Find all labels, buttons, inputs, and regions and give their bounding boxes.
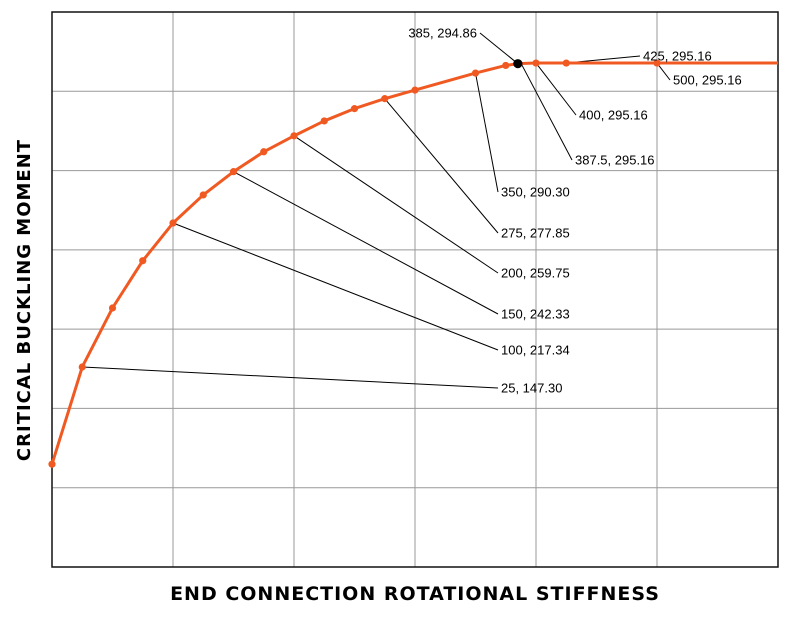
annotation-label: 400, 295.16 xyxy=(579,108,648,123)
annotation-leader-line xyxy=(82,366,499,389)
data-point xyxy=(78,363,86,371)
annotation-leader-line xyxy=(475,72,499,193)
annotation-leader-line xyxy=(520,62,573,161)
data-point xyxy=(199,191,207,199)
data-point xyxy=(562,59,570,67)
annotation-leaders xyxy=(82,32,671,389)
annotation-leader-line xyxy=(293,135,499,274)
data-point xyxy=(169,219,177,227)
annotation-leader-line xyxy=(384,98,499,234)
annotation-leader-line xyxy=(172,222,499,351)
annotation-leader-line xyxy=(479,32,519,65)
annotation-label: 500, 295.16 xyxy=(673,73,742,88)
data-point xyxy=(350,105,359,113)
annotation-leader-line xyxy=(233,171,499,315)
annotation-labels: 385, 294.86 425, 295.16 500, 295.16 400, 29… xyxy=(408,26,741,396)
plot-frame xyxy=(51,11,779,568)
data-point xyxy=(532,59,540,67)
annotation-label: 387.5, 295.16 xyxy=(575,153,655,168)
annotation-label: 385, 294.86 xyxy=(408,26,477,41)
data-point xyxy=(229,168,238,176)
annotation-label: 200, 259.75 xyxy=(501,266,570,281)
data-point xyxy=(139,257,147,265)
annotation-label: 425, 295.16 xyxy=(643,49,712,64)
annotation-label: 25, 147.30 xyxy=(501,381,562,396)
data-point xyxy=(108,304,117,312)
data-point xyxy=(381,95,389,103)
x-axis-title: END CONNECTION ROTATIONAL STIFFNESS xyxy=(170,583,660,605)
highlighted-data-point xyxy=(513,59,523,69)
annotation-label: 350, 290.30 xyxy=(501,185,570,200)
data-point xyxy=(48,460,56,468)
grid xyxy=(52,12,778,567)
data-point xyxy=(260,148,268,156)
annotation-label: 150, 242.33 xyxy=(501,307,570,322)
annotation-leader-line xyxy=(535,62,577,116)
data-point xyxy=(653,59,661,67)
y-axis-title: CRITICAL BUCKLING MOMENT xyxy=(14,139,35,461)
annotation-label: 275, 277.85 xyxy=(501,226,570,241)
data-point xyxy=(290,132,298,140)
data-point xyxy=(471,69,480,77)
data-point xyxy=(411,86,419,94)
series-markers xyxy=(48,59,661,468)
data-point xyxy=(502,61,510,70)
data-point xyxy=(320,117,328,125)
annotation-label: 100, 217.34 xyxy=(501,343,570,358)
